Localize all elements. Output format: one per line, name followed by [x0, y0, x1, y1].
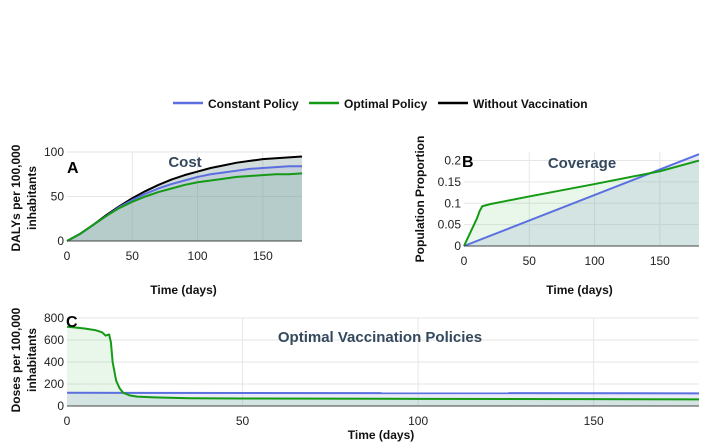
panel-a-cost: 0 50 100 150 0 50 100 Time (days) DALYs per 100,… [9, 144, 303, 297]
panel-title-B: Coverage [548, 155, 616, 172]
panel-title-A: Cost [168, 154, 201, 171]
series-line-A-2 [66, 172, 303, 242]
y-tick-B-2: 0.1 [444, 196, 461, 210]
series-line-B-0 [463, 153, 700, 247]
panel-label-B: B [462, 154, 474, 171]
y-tick-B-0: 0 [454, 239, 461, 253]
y-axis-title-B: Population Proportion [413, 136, 427, 263]
series-line-C-0 [66, 391, 700, 395]
panel-b-coverage: 0 50 100 150 0 0.05 0.1 0.15 0.2 Time (days) Popul… [413, 136, 700, 297]
area-A-0 [67, 156, 302, 241]
legend-label-1: Optimal Policy [344, 97, 428, 111]
panel-label-A: A [67, 160, 79, 177]
x-tick-B-0: 0 [461, 254, 468, 268]
series-line-B-1 [463, 159, 700, 247]
x-tick-B-2: 100 [585, 254, 605, 268]
y-tick-C-4: 800 [44, 311, 64, 325]
area-A-2 [67, 173, 302, 241]
y-tick-C-0: 0 [57, 399, 64, 413]
y-tick-C-2: 400 [44, 355, 64, 369]
y-tick-B-4: 0.2 [444, 154, 461, 168]
y-tick-C-3: 600 [44, 333, 64, 347]
x-tick-B-1: 50 [523, 254, 537, 268]
panel-label-C: C [66, 314, 78, 331]
x-axis-title-C: Time (days) [348, 428, 414, 442]
x-tick-C-3: 150 [584, 414, 604, 428]
x-axis-title-B: Time (days) [546, 283, 612, 297]
series-line-C-1 [66, 325, 700, 401]
x-tick-A-1: 50 [126, 249, 140, 263]
legend-label-2: Without Vaccination [473, 97, 588, 111]
legend-label-0: Constant Policy [208, 97, 299, 111]
x-tick-C-2: 100 [408, 414, 428, 428]
x-tick-C-1: 50 [236, 414, 250, 428]
area-A-1 [67, 166, 302, 241]
y-tick-A-2: 100 [44, 145, 64, 159]
x-tick-A-2: 100 [188, 249, 208, 263]
y-tick-A-1: 50 [51, 190, 65, 204]
y-tick-B-3: 0.15 [438, 175, 462, 189]
y-tick-C-1: 200 [44, 377, 64, 391]
x-tick-C-0: 0 [64, 414, 71, 428]
panel-c-vaccination-policies: 0 50 100 150 0 200 400 600 800 Time (days) Doses p… [9, 307, 700, 442]
x-tick-B-3: 150 [650, 254, 670, 268]
y-tick-B-1: 0.05 [438, 218, 462, 232]
area-C-1 [67, 326, 699, 406]
x-tick-A-0: 0 [64, 249, 71, 263]
y-axis-title-C: Doses per 100,000 inhabitants [9, 307, 39, 412]
y-axis-title-A: DALYs per 100,000 inhabitants [9, 144, 39, 251]
legend: Constant Policy Optimal Policy Without Vac… [173, 97, 588, 111]
x-tick-A-3: 150 [253, 249, 273, 263]
area-B-1 [464, 160, 699, 246]
x-axis-title-A: Time (days) [150, 283, 216, 297]
panel-title-C: Optimal Vaccination Policies [278, 329, 482, 346]
y-tick-A-0: 0 [57, 234, 64, 248]
